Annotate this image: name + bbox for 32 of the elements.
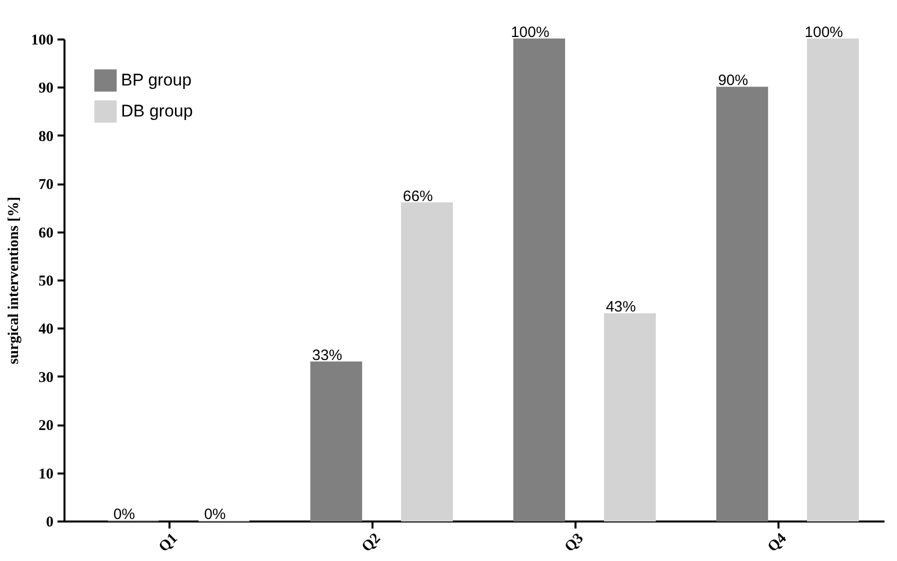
- x-tick-label: Q2: [358, 530, 384, 556]
- x-tick-label: Q4: [764, 530, 790, 556]
- data-label: 100%: [804, 24, 844, 41]
- bar: [604, 313, 656, 522]
- y-tick-label: 90: [38, 80, 54, 97]
- data-label: 90%: [718, 72, 748, 90]
- y-tick-label: 70: [38, 177, 54, 194]
- bar: [806, 38, 859, 522]
- bar: [401, 202, 453, 522]
- data-label: 66%: [402, 188, 433, 205]
- x-tick-label: Q1: [156, 530, 181, 556]
- legend-label: BP group: [121, 70, 192, 90]
- y-tick-label: 30: [38, 370, 54, 386]
- bar: [310, 361, 362, 522]
- y-tick-label: 40: [38, 322, 54, 338]
- y-tick-label: 0: [46, 514, 54, 530]
- y-tick-label: 50: [38, 274, 54, 290]
- y-tick-label: 100: [31, 32, 54, 48]
- y-axis-title: surgical interventions [%]: [6, 196, 22, 364]
- x-tick-label: Q3: [562, 530, 587, 556]
- legend-label: DB group: [121, 102, 193, 120]
- data-label: 43%: [606, 298, 636, 316]
- data-label: 33%: [312, 346, 342, 364]
- data-label: 0%: [204, 506, 226, 523]
- y-tick-label: 10: [38, 466, 54, 482]
- data-label: 0%: [113, 506, 136, 523]
- y-tick-label: 80: [38, 128, 54, 145]
- y-tick-label: 20: [38, 418, 54, 434]
- data-label: 100%: [510, 24, 550, 41]
- bar: [513, 38, 566, 522]
- y-tick-label: 60: [38, 225, 54, 242]
- bar: [716, 86, 768, 522]
